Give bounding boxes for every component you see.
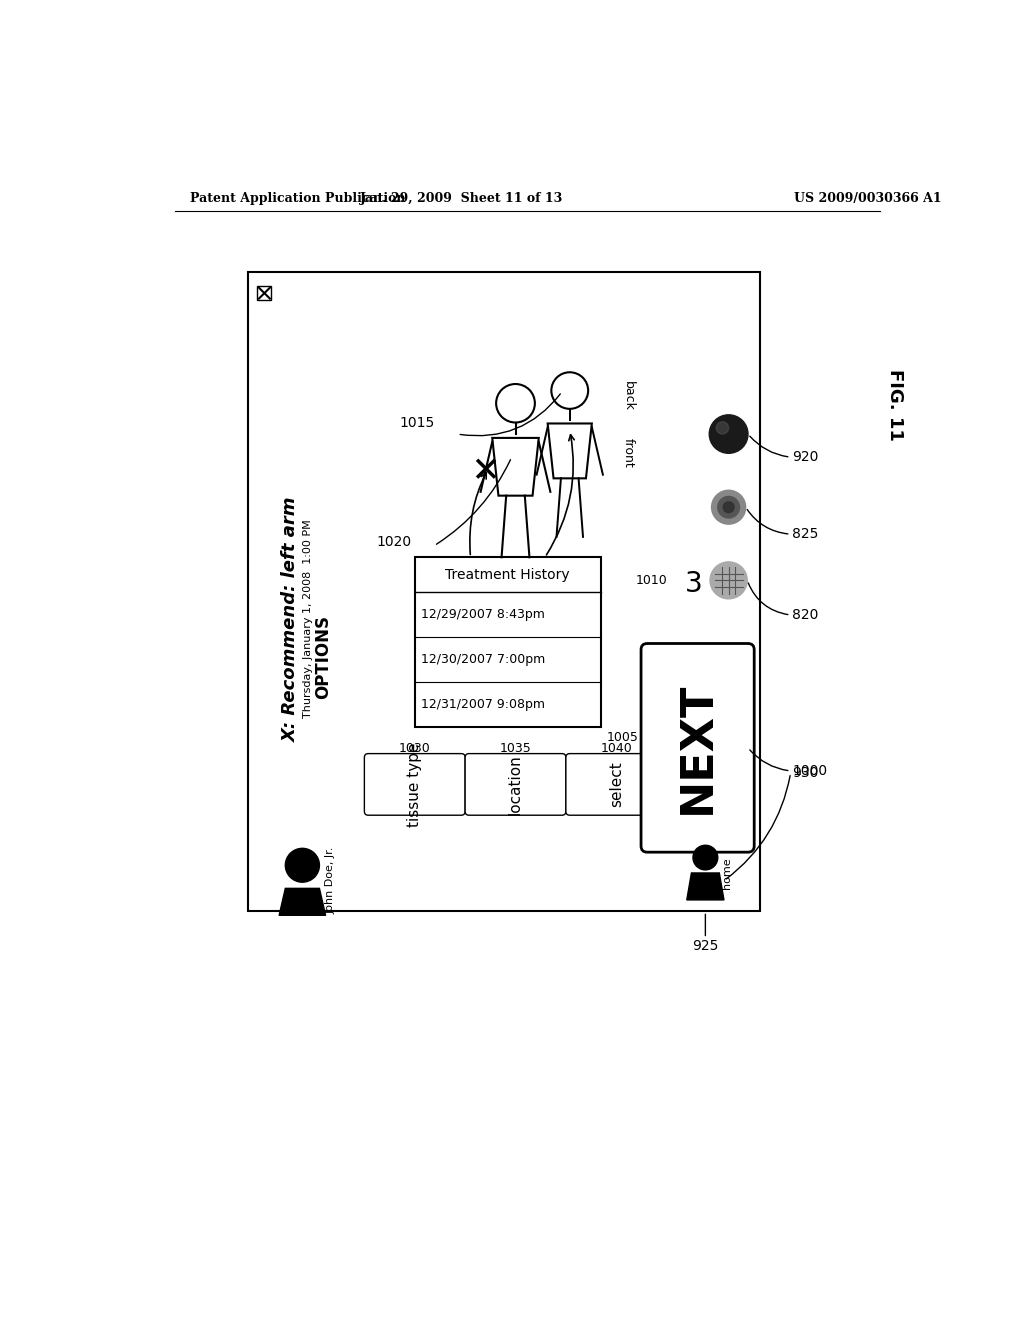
Text: 12/30/2007 7:00pm: 12/30/2007 7:00pm bbox=[421, 653, 545, 665]
Text: select: select bbox=[608, 762, 624, 808]
Circle shape bbox=[693, 845, 718, 870]
Text: 1010: 1010 bbox=[636, 574, 668, 587]
Polygon shape bbox=[548, 424, 592, 478]
Text: home: home bbox=[722, 857, 732, 888]
Circle shape bbox=[496, 384, 535, 422]
Circle shape bbox=[286, 849, 319, 882]
Text: front: front bbox=[622, 438, 635, 469]
Circle shape bbox=[716, 422, 729, 434]
Text: 825: 825 bbox=[793, 527, 818, 541]
Polygon shape bbox=[280, 888, 326, 915]
Text: FIG. 11: FIG. 11 bbox=[886, 368, 904, 441]
Text: 1005: 1005 bbox=[607, 730, 639, 743]
Text: 1035: 1035 bbox=[500, 742, 531, 755]
Text: 820: 820 bbox=[793, 609, 818, 622]
Polygon shape bbox=[493, 438, 539, 496]
Text: NEXT: NEXT bbox=[676, 681, 719, 814]
Text: US 2009/0030366 A1: US 2009/0030366 A1 bbox=[795, 191, 942, 205]
Text: 12/29/2007 8:43pm: 12/29/2007 8:43pm bbox=[421, 609, 545, 620]
Bar bbox=[415, 557, 601, 726]
Text: Treatment History: Treatment History bbox=[445, 568, 570, 582]
Text: location: location bbox=[508, 754, 523, 814]
Text: 3: 3 bbox=[685, 570, 702, 598]
Text: 1040: 1040 bbox=[600, 742, 632, 755]
Text: X: Recommend: left arm: X: Recommend: left arm bbox=[282, 496, 300, 742]
FancyBboxPatch shape bbox=[365, 754, 465, 816]
Text: 1030: 1030 bbox=[399, 742, 431, 755]
Text: Patent Application Publication: Patent Application Publication bbox=[190, 191, 406, 205]
Circle shape bbox=[723, 502, 734, 512]
Text: 1020: 1020 bbox=[376, 535, 411, 549]
Text: Thursday, January 1, 2008  1:00 PM: Thursday, January 1, 2008 1:00 PM bbox=[303, 520, 312, 718]
Text: OPTIONS: OPTIONS bbox=[314, 615, 333, 700]
Text: 930: 930 bbox=[793, 766, 818, 780]
Bar bbox=[248, 272, 760, 911]
Text: 1015: 1015 bbox=[399, 416, 434, 429]
FancyBboxPatch shape bbox=[566, 754, 667, 816]
Circle shape bbox=[718, 496, 739, 517]
Bar bbox=[257, 286, 271, 300]
Circle shape bbox=[710, 414, 748, 453]
Polygon shape bbox=[687, 873, 724, 900]
Text: 1000: 1000 bbox=[793, 764, 827, 777]
FancyBboxPatch shape bbox=[465, 754, 566, 816]
Circle shape bbox=[551, 372, 588, 409]
Circle shape bbox=[712, 490, 745, 524]
Text: Jan. 29, 2009  Sheet 11 of 13: Jan. 29, 2009 Sheet 11 of 13 bbox=[359, 191, 563, 205]
Text: tissue type: tissue type bbox=[408, 742, 422, 826]
Text: 12/31/2007 9:08pm: 12/31/2007 9:08pm bbox=[421, 698, 545, 710]
Circle shape bbox=[710, 562, 748, 599]
Text: 920: 920 bbox=[793, 450, 818, 465]
Text: back: back bbox=[622, 380, 635, 411]
Text: John Doe, Jr.: John Doe, Jr. bbox=[326, 847, 336, 915]
FancyBboxPatch shape bbox=[641, 644, 755, 853]
Text: 925: 925 bbox=[692, 939, 719, 953]
